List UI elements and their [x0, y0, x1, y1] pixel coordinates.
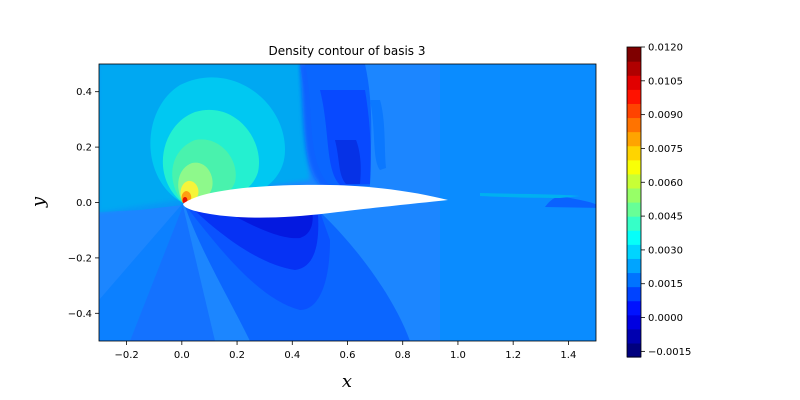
y-tick-label-0-0: 0.0: [76, 198, 92, 209]
colorbar-level: [627, 202, 641, 217]
colorbar-tick-label-0-0015: 0.0015: [648, 279, 683, 290]
colorbar-level: [627, 258, 641, 274]
y-tick-label-0-2: 0.2: [76, 143, 92, 154]
x-tick-label-0-4: 0.4: [284, 350, 300, 361]
colorbar-level: [627, 47, 641, 62]
colorbar-level: [627, 230, 641, 245]
x-axis-label: x: [342, 371, 352, 392]
colorbar-level: [627, 75, 641, 90]
colorbar-level: [627, 272, 641, 288]
colorbar-level: [627, 300, 641, 316]
colorbar-level: [627, 216, 641, 231]
contour-upper-streak: [370, 100, 386, 170]
colorbar-level: [627, 159, 641, 175]
airfoil-shape: [183, 184, 448, 218]
colorbar-level: [627, 89, 641, 104]
colorbar-tick-label-minus-0-0015: −0.0015: [648, 347, 691, 358]
colorbar-frame: [626, 46, 642, 358]
colorbar-tick-label-0-0090: 0.0090: [648, 110, 683, 121]
colorbar-ticks: 0.0120 0.0105 0.0090 0.0075 0.0060 0.0045 0.00…: [641, 43, 691, 358]
contour-lower-wedge-outer: [130, 206, 215, 341]
colorbar-level: [627, 328, 641, 344]
x-tick-label-0-8: 0.8: [395, 350, 411, 361]
colorbar: [626, 46, 642, 358]
colorbar-level: [627, 131, 641, 147]
y-axis-label: y: [28, 196, 49, 208]
colorbar-level: [627, 103, 641, 119]
x-tick-label-minus-0-2: −0.2: [114, 350, 138, 361]
y-tick-label-minus-0-2: −0.2: [68, 253, 92, 264]
colorbar-level: [627, 61, 641, 76]
colorbar-level: [627, 342, 641, 358]
x-tick-label-0-6: 0.6: [340, 350, 356, 361]
contour-lower-left-band: [99, 203, 183, 341]
colorbar-tick-label-0-0060: 0.0060: [648, 178, 683, 189]
contour-wake-streak-lower: [545, 196, 596, 208]
colorbar-tick-label-0-0120: 0.0120: [648, 43, 683, 54]
colorbar-level: [627, 314, 641, 330]
chart-title: Density contour of basis 3: [268, 44, 425, 58]
x-tick-label-1-2: 1.2: [505, 350, 521, 361]
contour-wake-streak-upper: [480, 193, 580, 198]
x-axis-ticks: −0.2 0.0 0.2 0.4 0.6 0.8 1.0 1.2 1.4: [114, 341, 576, 361]
colorbar-level: [627, 187, 641, 203]
colorbar-tick-label-0-0030: 0.0030: [648, 245, 683, 256]
x-tick-label-1-4: 1.4: [560, 350, 576, 361]
colorbar-level: [627, 173, 641, 189]
x-tick-label-0-2: 0.2: [229, 350, 245, 361]
y-tick-label-0-4: 0.4: [76, 87, 92, 98]
colorbar-tick-label-0-0075: 0.0075: [648, 144, 683, 155]
colorbar-tick-label-0-0105: 0.0105: [648, 76, 683, 87]
colorbar-tick-label-0-0045: 0.0045: [648, 212, 683, 223]
y-tick-label-minus-0-4: −0.4: [68, 309, 92, 320]
colorbar-level: [627, 145, 641, 161]
colorbar-level: [627, 244, 641, 259]
contour-level-0110: [182, 197, 188, 203]
colorbar-tick-label-0-0000: 0.0000: [648, 313, 683, 324]
contour-plot-area: [99, 64, 596, 341]
colorbar-level: [627, 117, 641, 133]
x-tick-label-0-0: 0.0: [174, 350, 190, 361]
colorbar-level: [627, 286, 641, 302]
contour-upper-dip-min: [335, 140, 361, 184]
x-tick-label-1-0: 1.0: [450, 350, 466, 361]
y-axis-ticks: 0.4 0.2 0.0 −0.2 −0.4: [68, 87, 99, 320]
